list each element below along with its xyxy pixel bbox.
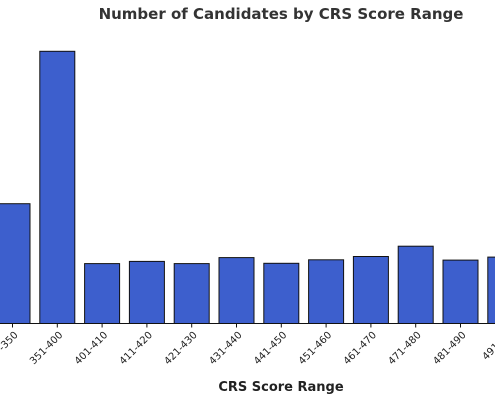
bar-401-410 (84, 263, 121, 325)
bar-431-440 (218, 257, 255, 325)
bar-421-430 (173, 263, 210, 325)
bar-441-450 (263, 262, 300, 324)
bar-...-350 (0, 203, 31, 324)
bar-481-490 (442, 259, 479, 325)
x-tick-label: 441-450 (252, 330, 289, 367)
bars-group (0, 50, 495, 325)
bar-491-500 (487, 256, 495, 325)
x-tick-label: 431-440 (207, 330, 244, 367)
x-tick-label: 481-490 (431, 330, 468, 367)
x-tick-label: 411-420 (118, 330, 155, 367)
x-tick-label: 451-460 (297, 330, 334, 367)
x-tick-label: 421-430 (162, 330, 199, 367)
bar-451-460 (308, 259, 345, 324)
x-tick-label: 471-480 (386, 330, 423, 367)
x-tick-label: -350 (0, 330, 21, 354)
x-tick-label: 401-410 (73, 330, 110, 367)
bar-411-420 (128, 260, 165, 324)
x-tick-label: 491-50 (481, 330, 495, 363)
chart-title: Number of Candidates by CRS Score Range (99, 5, 464, 23)
x-tick-label: 461-470 (342, 330, 379, 367)
bar-461-470 (352, 256, 389, 324)
x-ticks-group: -350 351-400 401-410 411-420 421-430 431-440 4… (0, 323, 495, 367)
bar-351-400 (39, 50, 76, 325)
x-axis-label: CRS Score Range (218, 380, 344, 395)
bar-471-480 (397, 245, 434, 324)
x-tick-label: 351-400 (28, 330, 65, 367)
